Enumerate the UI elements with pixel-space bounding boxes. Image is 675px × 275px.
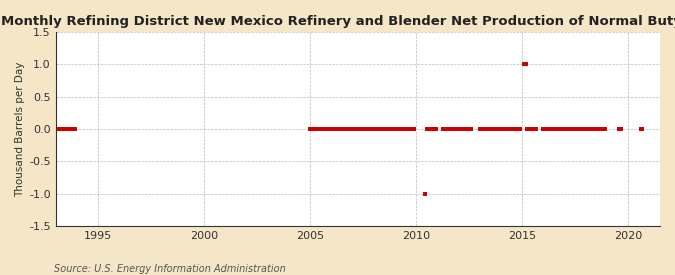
Text: Source: U.S. Energy Information Administration: Source: U.S. Energy Information Administ… bbox=[54, 264, 286, 274]
Y-axis label: Thousand Barrels per Day: Thousand Barrels per Day bbox=[15, 61, 25, 197]
Title: Monthly Refining District New Mexico Refinery and Blender Net Production of Norm: Monthly Refining District New Mexico Ref… bbox=[1, 15, 675, 28]
